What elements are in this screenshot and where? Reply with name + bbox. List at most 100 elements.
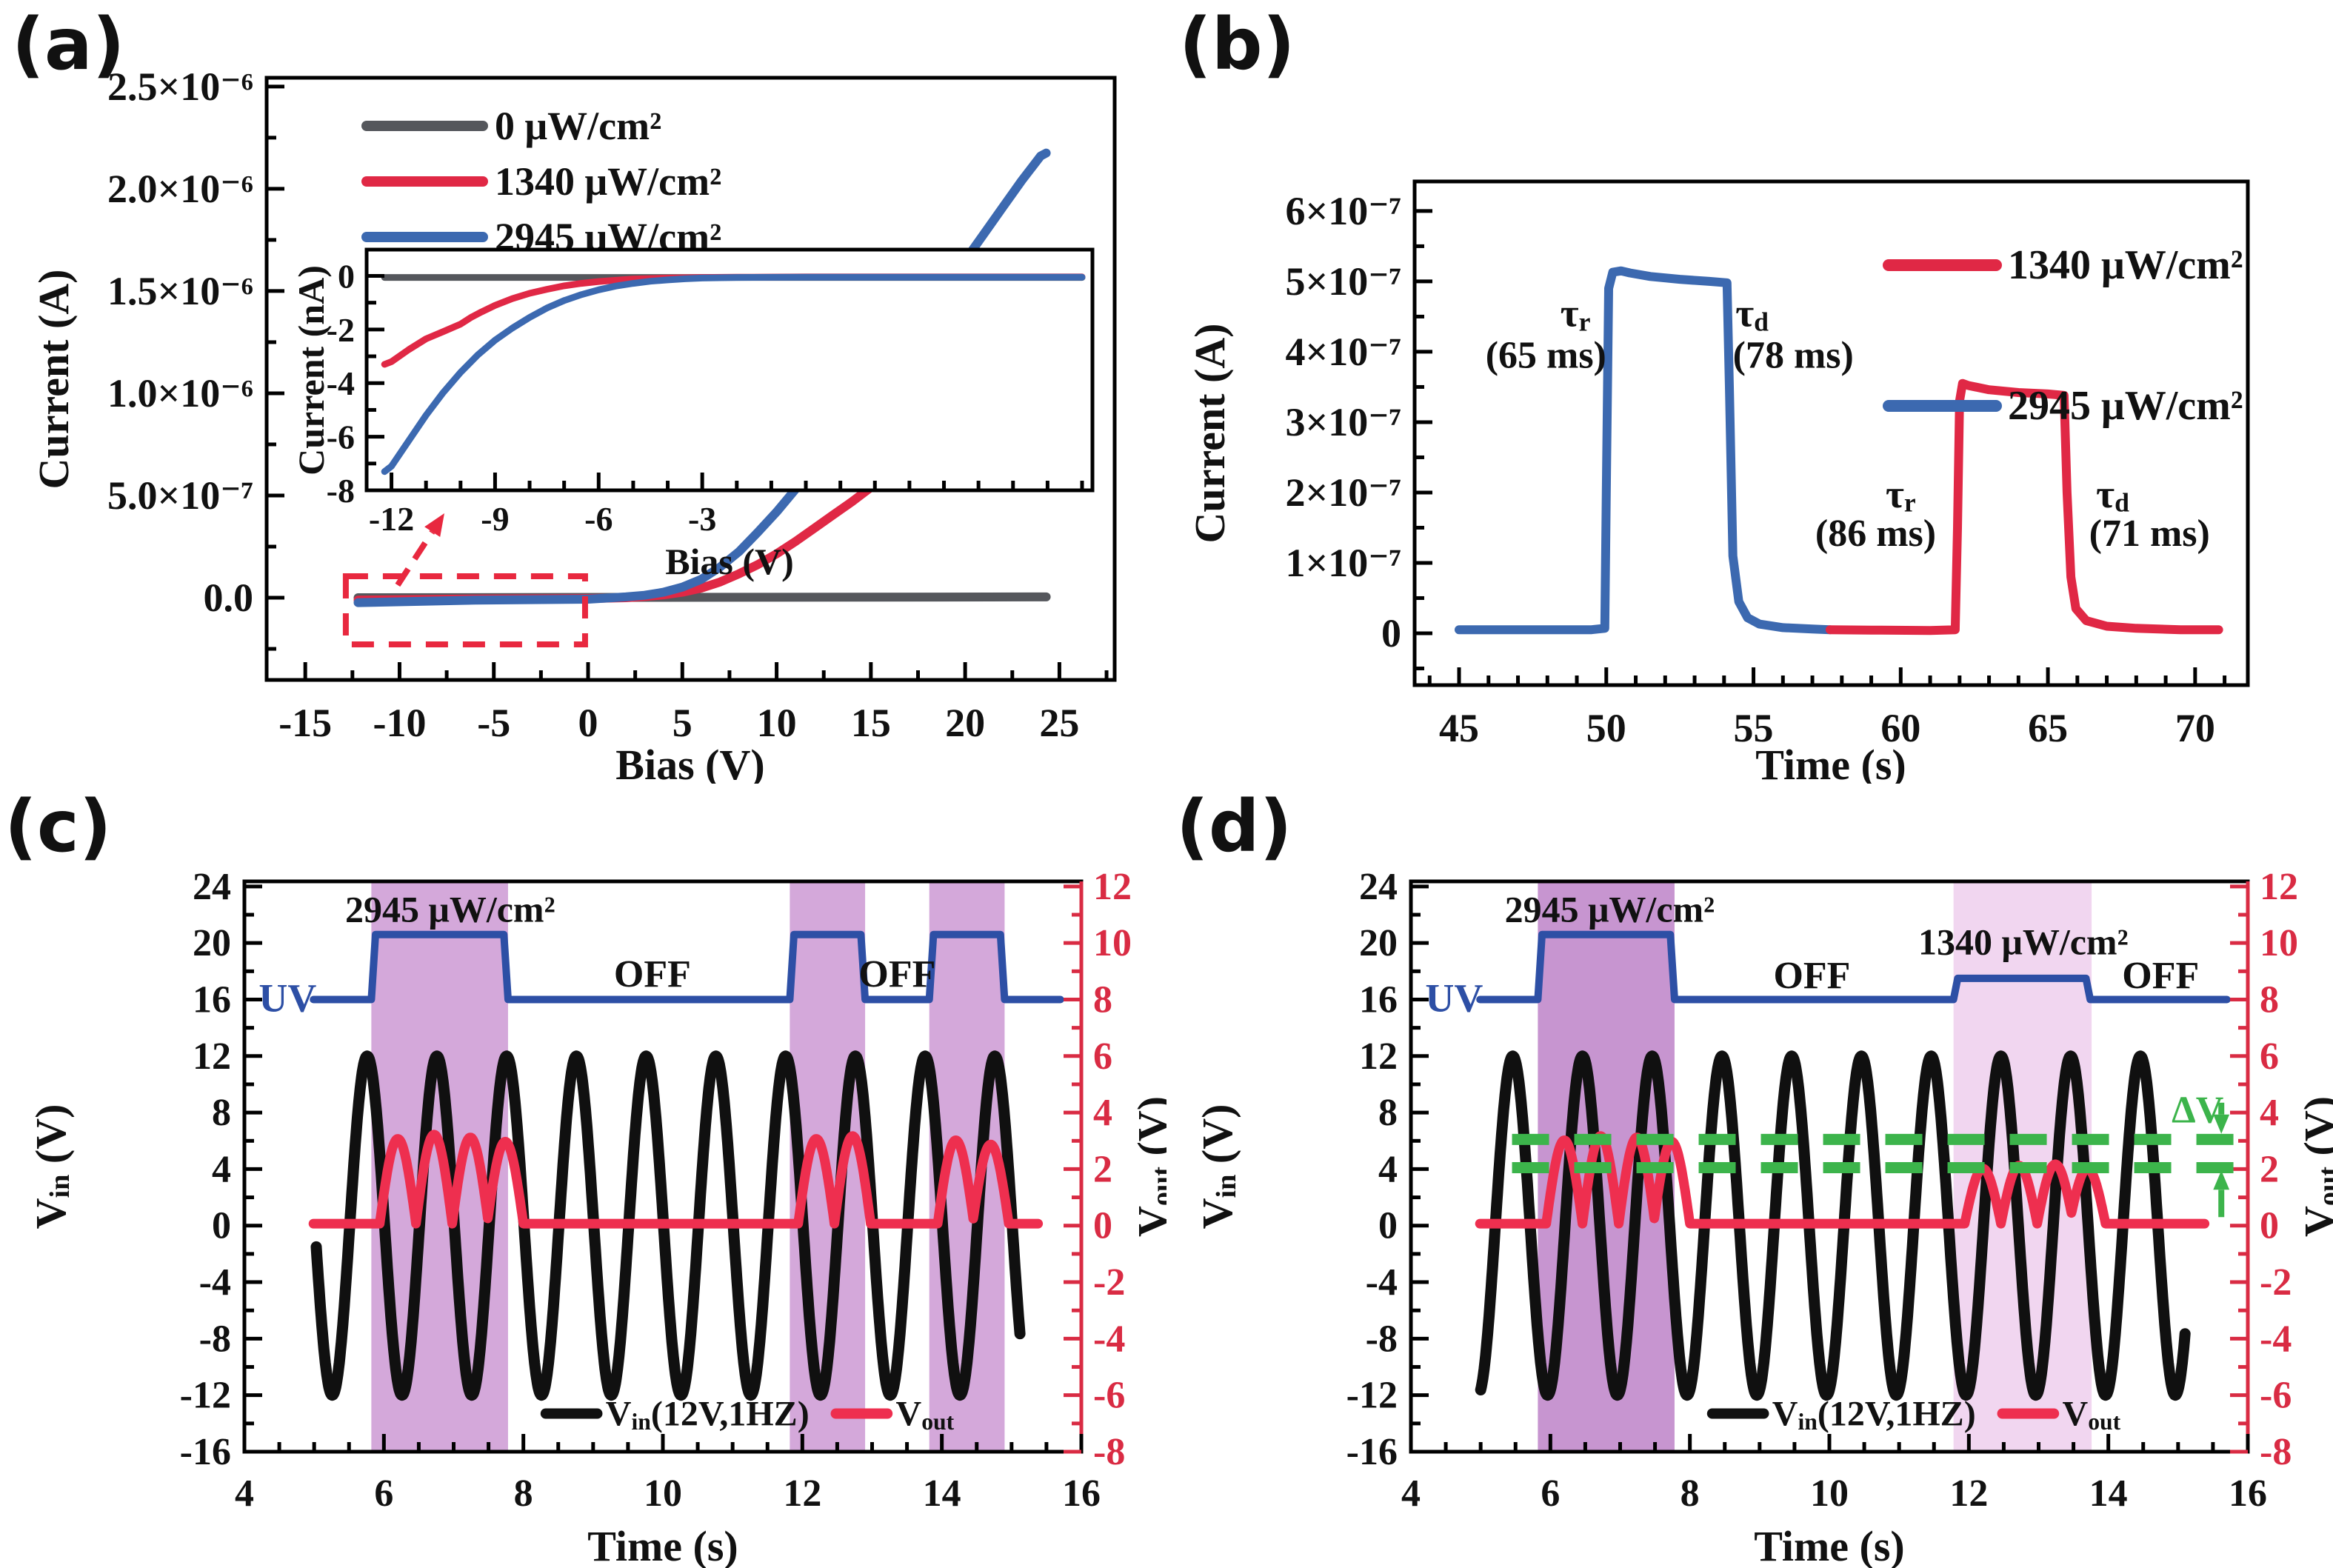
- svg-text:Bias (V): Bias (V): [615, 741, 764, 784]
- svg-text:2: 2: [1093, 1148, 1112, 1190]
- svg-text:-6: -6: [327, 418, 355, 456]
- svg-text:-9: -9: [481, 500, 509, 538]
- svg-text:65: 65: [2028, 706, 2068, 750]
- panel-label-a: (a): [12, 3, 125, 86]
- svg-text:2: 2: [2260, 1148, 2279, 1190]
- svg-text:-8: -8: [1093, 1431, 1125, 1473]
- svg-text:Current (nA): Current (nA): [290, 265, 332, 476]
- svg-text:Vout: Vout: [2063, 1394, 2121, 1435]
- axis-ticks: 4 6 8 10 12 14 16-16-12-8-404812162024-8-6-4-2…: [1346, 865, 2298, 1514]
- svg-text:Time (s): Time (s): [1754, 1522, 1905, 1568]
- svg-text:-2: -2: [2260, 1261, 2292, 1304]
- svg-text:0: 0: [2260, 1204, 2279, 1247]
- svg-text:20: 20: [1359, 922, 1398, 964]
- svg-text:Vout (V): Vout (V): [2295, 1096, 2333, 1237]
- axis-ticks: 4 6 8 10 12 14 16-16-12-8-404812162024-8-6-4-2…: [180, 865, 1132, 1514]
- axis-titles: Time (s) Current (A): [1186, 324, 1906, 784]
- svg-text:8: 8: [1378, 1092, 1398, 1134]
- svg-text:16: 16: [193, 978, 231, 1021]
- panel-label-c: (c): [4, 785, 112, 868]
- series: [308, 930, 1064, 1401]
- chart-d: 4 6 8 10 12 14 16-16-12-8-404812162024-8-6-4-2…: [1193, 865, 2333, 1568]
- axis-ticks: -15 -10 -5 0 5 10 15 20 25 0.0 5.0×10⁻⁷ 1.0×10⁻⁶ 1.5…: [107, 64, 1109, 745]
- svg-text:12: 12: [1949, 1472, 1988, 1515]
- svg-text:8: 8: [212, 1092, 231, 1134]
- svg-text:Vin(12V,1HZ): Vin(12V,1HZ): [606, 1394, 810, 1435]
- svg-text:-15: -15: [278, 701, 332, 745]
- svg-text:UV: UV: [258, 976, 316, 1021]
- svg-text:-8: -8: [199, 1318, 231, 1360]
- svg-text:5.0×10⁻⁷: 5.0×10⁻⁷: [107, 473, 253, 518]
- svg-text:1340 μW/cm²: 1340 μW/cm²: [1918, 921, 2129, 962]
- svg-text:Vin (V): Vin (V): [1193, 1104, 1242, 1230]
- inset-chart: -12 -9 -6 -3 0 -2 -4 -6 -8 Bias (V) Current (nA): [290, 247, 1095, 582]
- svg-text:0: 0: [578, 701, 598, 745]
- axes-spines: [364, 247, 1095, 493]
- series-vout: [308, 1130, 1044, 1229]
- svg-text:(65 ms): (65 ms): [1486, 334, 1606, 376]
- axis-titles: Bias (V) Current (A): [30, 270, 765, 784]
- svg-text:50: 50: [1586, 706, 1626, 750]
- svg-text:1.5×10⁻⁶: 1.5×10⁻⁶: [107, 269, 253, 313]
- svg-text:25: 25: [1039, 701, 1079, 745]
- svg-text:6: 6: [1093, 1035, 1112, 1077]
- svg-text:1×10⁻⁷: 1×10⁻⁷: [1286, 541, 1401, 585]
- svg-text:OFF: OFF: [858, 953, 935, 995]
- svg-text:12: 12: [193, 1035, 231, 1077]
- svg-text:-4: -4: [327, 364, 355, 402]
- panel-label-d: (d): [1176, 785, 1292, 868]
- svg-text:-4: -4: [1093, 1318, 1125, 1360]
- svg-text:55: 55: [1734, 706, 1774, 750]
- svg-text:0: 0: [1093, 1204, 1112, 1247]
- svg-text:16: 16: [1062, 1472, 1101, 1515]
- svg-text:-12: -12: [1346, 1374, 1398, 1416]
- svg-text:0: 0: [338, 257, 355, 295]
- svg-text:Current (A): Current (A): [30, 270, 78, 490]
- svg-text:20: 20: [945, 701, 985, 745]
- axis-titles: Time (s) Vin (V) Vout (V): [27, 1096, 1167, 1568]
- svg-text:(71 ms): (71 ms): [2089, 513, 2210, 555]
- axis-titles: Time (s) Vin (V) Vout (V): [1193, 1096, 2333, 1568]
- svg-text:14: 14: [2089, 1472, 2128, 1515]
- svg-text:-12: -12: [369, 500, 414, 538]
- svg-text:8: 8: [2260, 978, 2279, 1021]
- annotations: UV 2945 μW/cm² OFF OFF Vin(12V,1HZ) Vout: [258, 888, 954, 1434]
- series-2945uW-pulse: [1455, 266, 1835, 635]
- svg-text:60: 60: [1880, 706, 1920, 750]
- svg-text:2945 μW/cm²: 2945 μW/cm²: [2008, 383, 2243, 429]
- svg-text:UV: UV: [1425, 976, 1483, 1021]
- svg-text:τr: τr: [1886, 472, 1916, 518]
- svg-text:Vin(12V,1HZ): Vin(12V,1HZ): [1772, 1394, 1976, 1435]
- svg-text:2.0×10⁻⁶: 2.0×10⁻⁶: [107, 167, 253, 211]
- svg-text:14: 14: [923, 1472, 961, 1515]
- series: [381, 273, 1086, 476]
- svg-text:1.0×10⁻⁶: 1.0×10⁻⁶: [107, 371, 253, 416]
- svg-text:4: 4: [1401, 1472, 1421, 1515]
- svg-text:16: 16: [2229, 1472, 2267, 1515]
- svg-text:5: 5: [672, 701, 692, 745]
- svg-text:-16: -16: [180, 1431, 231, 1473]
- svg-text:OFF: OFF: [614, 953, 691, 995]
- svg-text:(78 ms): (78 ms): [1733, 334, 1854, 376]
- svg-text:-2: -2: [1093, 1261, 1125, 1304]
- svg-text:-6: -6: [584, 500, 613, 538]
- svg-text:1340 μW/cm²: 1340 μW/cm²: [495, 159, 721, 204]
- svg-text:45: 45: [1439, 706, 1479, 750]
- svg-text:ΔV: ΔV: [2172, 1089, 2223, 1131]
- svg-text:0: 0: [1381, 611, 1401, 655]
- series-uv-signal: [1476, 930, 2231, 1004]
- svg-text:4: 4: [212, 1148, 231, 1190]
- svg-text:4: 4: [1093, 1092, 1112, 1134]
- svg-text:6×10⁻⁷: 6×10⁻⁷: [1286, 189, 1401, 233]
- svg-text:-16: -16: [1346, 1431, 1398, 1473]
- panel-label-b: (b): [1179, 3, 1295, 86]
- series-uv-signal: [310, 930, 1064, 1004]
- svg-text:-8: -8: [327, 472, 355, 510]
- svg-text:0.0: 0.0: [204, 576, 254, 620]
- svg-text:8: 8: [514, 1472, 533, 1515]
- svg-text:12: 12: [1093, 865, 1132, 907]
- legend: 1340 μW/cm² 2945 μW/cm²: [1883, 242, 2243, 429]
- series: [1455, 266, 2223, 635]
- svg-text:-10: -10: [373, 701, 426, 745]
- svg-text:10: 10: [644, 1472, 682, 1515]
